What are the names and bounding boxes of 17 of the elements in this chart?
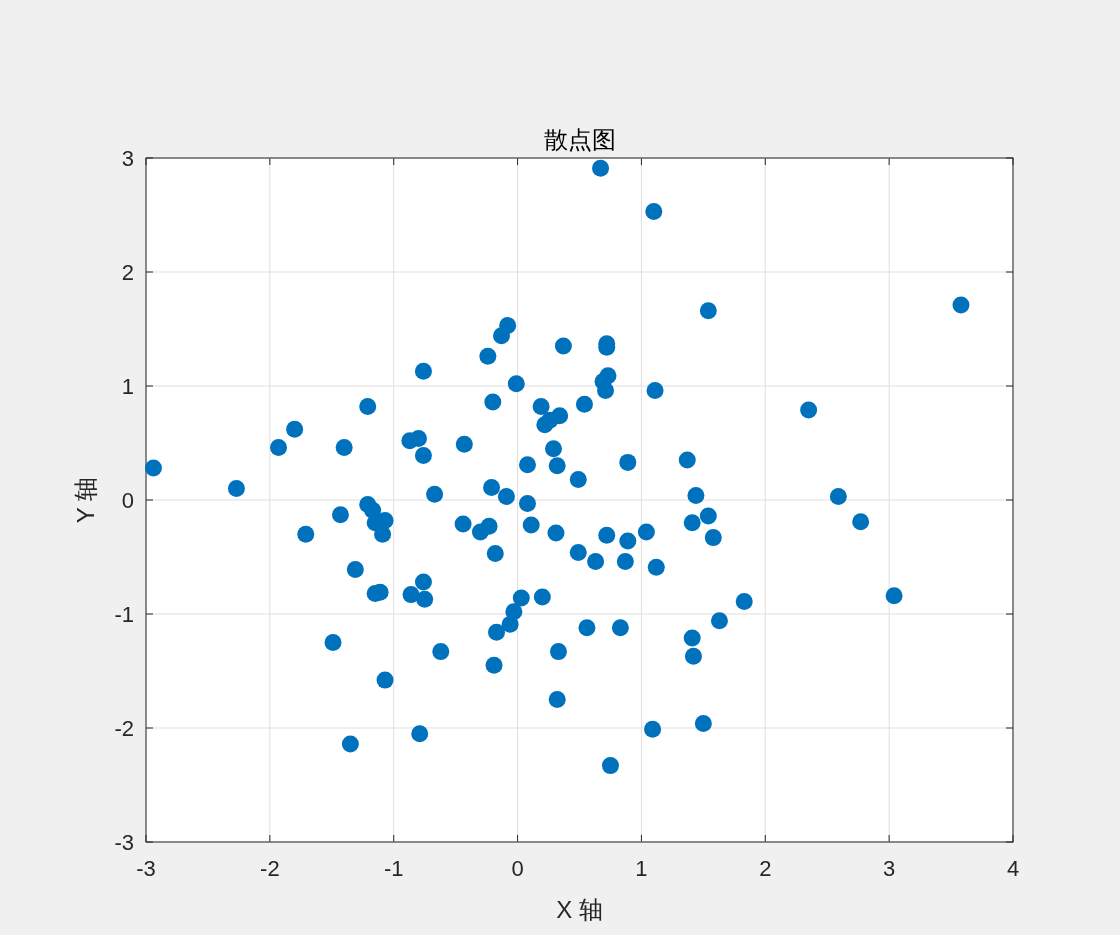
x-tick-label: 3 bbox=[883, 856, 896, 881]
y-tick-label: -3 bbox=[114, 830, 134, 855]
x-tick-label: 0 bbox=[511, 856, 524, 881]
x-tick-label: 2 bbox=[759, 856, 772, 881]
y-tick-label: 1 bbox=[121, 374, 134, 399]
x-tick-label: -2 bbox=[260, 856, 280, 881]
y-axis-title: Y 轴 bbox=[72, 476, 99, 524]
x-tick-label: 1 bbox=[635, 856, 648, 881]
y-tick-label: 0 bbox=[121, 488, 134, 513]
y-tick-label: 3 bbox=[121, 146, 134, 171]
y-tick-label: -2 bbox=[114, 716, 134, 741]
x-tick-label: 4 bbox=[1006, 856, 1020, 881]
x-tick-label: -1 bbox=[383, 856, 404, 881]
chart-title: 散点图 bbox=[543, 126, 616, 154]
x-axis-title: X 轴 bbox=[556, 896, 603, 923]
y-tick-label: -1 bbox=[114, 602, 134, 627]
y-tick-label: 2 bbox=[121, 260, 134, 285]
